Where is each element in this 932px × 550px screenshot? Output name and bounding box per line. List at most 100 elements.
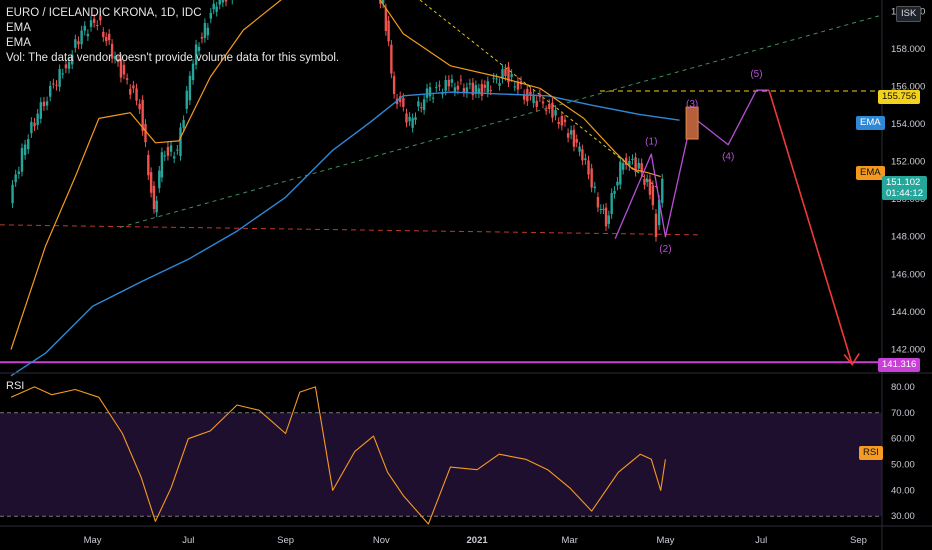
candle-body bbox=[11, 184, 14, 204]
currency-badge[interactable]: ISK bbox=[896, 6, 922, 22]
candle-body bbox=[619, 161, 622, 185]
ema-blue-badge: EMA bbox=[856, 116, 885, 130]
candle-body bbox=[643, 178, 646, 185]
candle-body bbox=[166, 146, 170, 156]
candle-body bbox=[569, 130, 573, 135]
candle-body bbox=[483, 84, 487, 88]
candle-body bbox=[501, 69, 504, 79]
candle-body bbox=[23, 144, 27, 156]
candle-body bbox=[36, 113, 39, 126]
time-tick-label: Sep bbox=[277, 535, 294, 546]
candle-body bbox=[411, 118, 414, 128]
ema-long-line bbox=[10, 91, 680, 377]
candle-body bbox=[113, 56, 117, 59]
time-tick-label: May bbox=[656, 535, 674, 546]
candle-body bbox=[657, 199, 661, 226]
price-pane: (1) (2) (3) (4) (5) bbox=[0, 0, 883, 377]
candle-body bbox=[392, 76, 396, 94]
rsi-tick-label: 40.00 bbox=[891, 485, 915, 496]
candle-body bbox=[645, 179, 649, 183]
candle-body bbox=[185, 90, 188, 109]
ema-legend-1[interactable]: EMA bbox=[6, 22, 31, 34]
candle-body bbox=[541, 101, 545, 104]
candle-body bbox=[149, 172, 153, 193]
candle-body bbox=[160, 152, 164, 178]
symbol-title[interactable]: EURO / ICELANDIC KRONA, 1D, IDC bbox=[6, 7, 202, 19]
candle-body bbox=[188, 75, 192, 101]
candle-body bbox=[390, 44, 393, 74]
candle-body bbox=[651, 185, 655, 206]
candle-body bbox=[158, 170, 161, 189]
candle-body bbox=[616, 181, 619, 186]
candle-body bbox=[590, 168, 593, 188]
candle-body bbox=[182, 120, 185, 128]
candle-body bbox=[532, 94, 535, 104]
candle-body bbox=[89, 20, 93, 27]
time-tick-label: Jul bbox=[755, 535, 767, 546]
candle-body bbox=[125, 78, 129, 80]
rsi-label[interactable]: RSI bbox=[6, 380, 25, 392]
candle-body bbox=[147, 154, 150, 176]
candle-body bbox=[575, 139, 578, 143]
price-tick-label: 148.000 bbox=[891, 232, 925, 243]
candle-body bbox=[654, 213, 658, 237]
price-tick-label: 156.000 bbox=[891, 81, 925, 92]
candle-body bbox=[422, 99, 426, 110]
ema-short-line bbox=[10, 0, 661, 350]
candle-body bbox=[417, 101, 420, 107]
candle-body bbox=[551, 102, 554, 118]
candle-body bbox=[209, 12, 212, 19]
candle-body bbox=[132, 85, 135, 89]
time-tick-label: Mar bbox=[562, 535, 578, 546]
candle-body bbox=[425, 88, 429, 98]
candle-body bbox=[200, 37, 204, 39]
target-price-badge: 155.756 bbox=[878, 90, 921, 104]
candle-body bbox=[498, 83, 501, 86]
candle-body bbox=[191, 63, 195, 80]
candle-body bbox=[92, 18, 96, 23]
wave-label: (4) bbox=[722, 152, 734, 163]
candle-body bbox=[495, 78, 498, 80]
candle-body bbox=[119, 58, 123, 78]
candle-body bbox=[510, 73, 513, 78]
candle-body bbox=[548, 103, 551, 109]
candle-body bbox=[67, 61, 71, 69]
candle-body bbox=[428, 87, 432, 97]
candle-body bbox=[176, 149, 179, 151]
candle-body bbox=[453, 87, 457, 92]
candle-body bbox=[602, 208, 605, 210]
candle-body bbox=[402, 98, 405, 107]
candle-body bbox=[58, 69, 61, 87]
candle-body bbox=[435, 86, 438, 88]
candle-body bbox=[169, 145, 173, 152]
candle-body bbox=[480, 84, 484, 96]
rsi-value-badge: RSI bbox=[859, 446, 883, 460]
candle-body bbox=[486, 81, 489, 93]
rsi-tick-label: 50.00 bbox=[891, 460, 915, 471]
candle-body bbox=[634, 157, 637, 172]
candle-body bbox=[462, 88, 466, 93]
candle-body bbox=[173, 156, 176, 159]
candle-body bbox=[465, 87, 469, 94]
candle-body bbox=[107, 33, 111, 41]
candle-body bbox=[116, 59, 120, 63]
candle-body bbox=[596, 196, 600, 208]
candle-body bbox=[96, 25, 99, 27]
price-tick-label: 142.000 bbox=[891, 344, 925, 355]
candle-body bbox=[39, 102, 43, 119]
candle-body bbox=[197, 46, 201, 52]
candle-body bbox=[218, 0, 221, 5]
candle-body bbox=[155, 200, 158, 213]
candle-body bbox=[522, 94, 526, 100]
price-tick-label: 154.000 bbox=[891, 119, 925, 130]
current-price-value: 151.102 bbox=[886, 177, 921, 188]
candle-body bbox=[529, 91, 532, 96]
candle-body bbox=[438, 85, 441, 87]
candle-body bbox=[141, 99, 144, 132]
candle-body bbox=[420, 107, 423, 109]
ema-legend-2[interactable]: EMA bbox=[6, 37, 31, 49]
candle-body bbox=[381, 0, 385, 4]
candle-body bbox=[70, 54, 74, 65]
candle-body bbox=[563, 119, 567, 122]
